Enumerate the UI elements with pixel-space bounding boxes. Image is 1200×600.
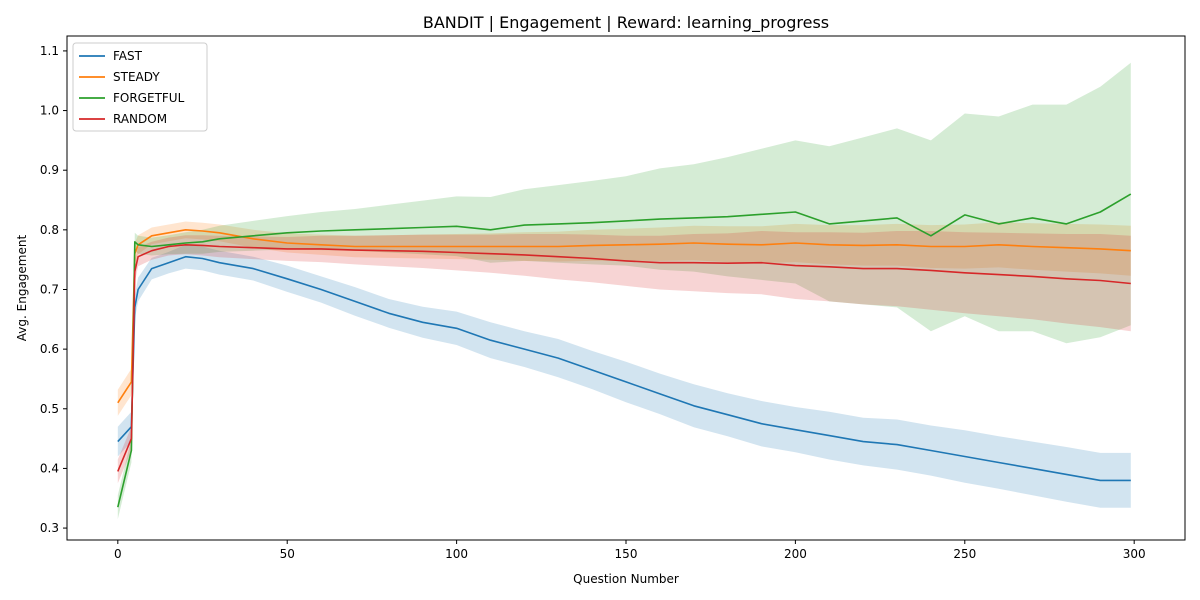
legend: FAST STEADY FORGETFUL RANDOM [72,42,208,132]
y-tick-label: 0.4 [40,461,59,475]
y-tick-label: 0.5 [40,402,59,416]
random-line [117,244,1131,472]
legend-label-forgetful: FORGETFUL [113,91,185,105]
forgetful-line [117,193,1132,508]
fast-confidence-band [117,244,1131,508]
x-tick-label: 100 [445,547,468,561]
y-tick-label: 1.0 [40,104,59,118]
legend-box [72,42,208,132]
y-tick-label: 0.6 [40,342,59,356]
x-axis-ticks: 0 50 100 150 200 250 300 [114,540,1146,561]
y-tick-label: 0.3 [40,521,59,535]
y-tick-label: 0.9 [40,163,59,177]
y-tick-label: 0.7 [40,282,59,296]
legend-label-fast: FAST [113,49,143,63]
x-tick-label: 50 [280,547,295,561]
y-tick-label: 1.1 [40,44,59,58]
random-confidence-band [117,231,1131,484]
x-axis-label: Question Number [573,572,679,586]
legend-label-steady: STEADY [113,70,160,84]
y-axis-ticks: 0.3 0.4 0.5 0.6 0.7 0.8 0.9 1.0 1.1 [40,44,67,535]
steady-line [117,229,1131,404]
x-tick-label: 300 [1123,547,1146,561]
forgetful-confidence-band [117,62,1131,520]
legend-label-random: RANDOM [113,112,167,126]
chart-title: BANDIT | Engagement | Reward: learning_p… [423,13,829,33]
fast-line [117,255,1131,482]
x-tick-label: 200 [784,547,807,561]
y-tick-label: 0.8 [40,223,59,237]
x-tick-label: 150 [615,547,638,561]
series-lines [117,193,1132,508]
y-axis-label: Avg. Engagement [15,235,29,342]
x-tick-label: 0 [114,547,122,561]
x-tick-label: 250 [953,547,976,561]
